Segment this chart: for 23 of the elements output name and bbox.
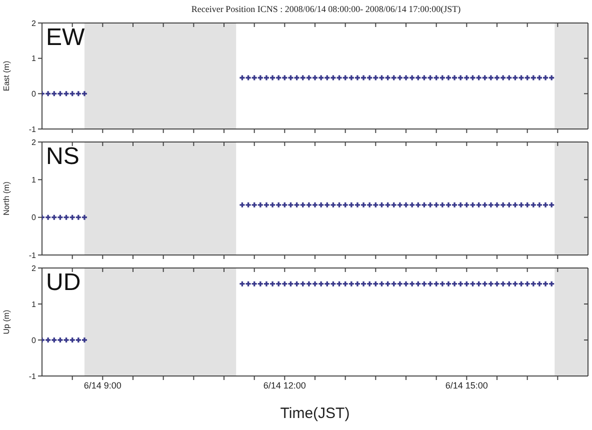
x-tick-label: 6/14 15:00 bbox=[445, 380, 488, 390]
y-tick-label: -1 bbox=[28, 250, 37, 260]
y-tick-label: 0 bbox=[32, 90, 37, 99]
y-tick-label: 1 bbox=[32, 300, 37, 309]
y-tick-label: 0 bbox=[32, 213, 37, 222]
y-tick-label: 1 bbox=[32, 176, 37, 185]
annotation: NS bbox=[46, 143, 80, 170]
annotation: EW bbox=[46, 24, 85, 51]
y-tick-label: -1 bbox=[28, 124, 37, 134]
y-tick-label: 0 bbox=[32, 336, 37, 345]
chart-title: Receiver Position ICNS : 2008/06/14 08:00:00- 2008/06/14 17:00:00(JST) bbox=[190, 3, 462, 16]
x-axis-title: Time(JST) bbox=[280, 405, 350, 422]
x-tick-label: 6/14 9:00 bbox=[84, 380, 122, 390]
y-tick-label: -1 bbox=[28, 372, 37, 381]
y-axis-title: Up (m) bbox=[2, 309, 11, 334]
y-tick-label: 2 bbox=[32, 138, 37, 147]
annotation: UD bbox=[46, 269, 81, 296]
y-axis-title: East (m) bbox=[2, 60, 11, 92]
y-tick-label: 2 bbox=[32, 18, 37, 28]
y-tick-label: 2 bbox=[32, 264, 37, 273]
y-tick-label: 1 bbox=[32, 54, 37, 64]
x-tick-label: 6/14 12:00 bbox=[263, 380, 306, 390]
y-axis-title: North (m) bbox=[2, 181, 11, 216]
